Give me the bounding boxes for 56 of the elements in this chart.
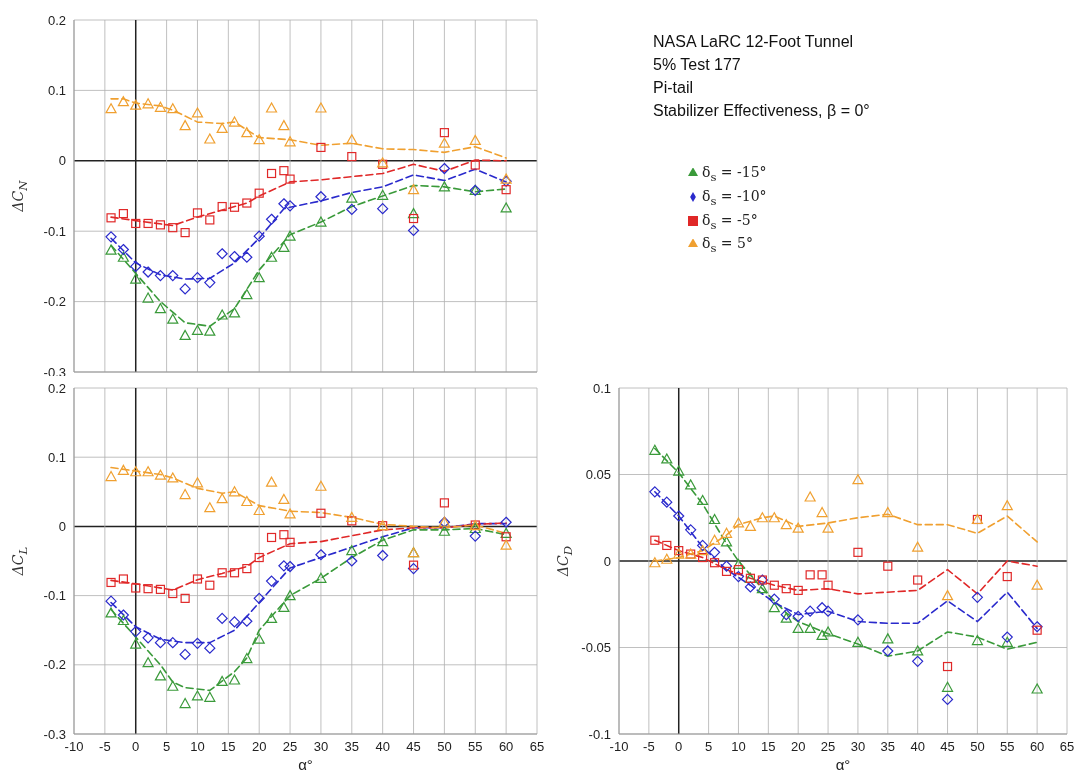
x-tick-label: 45	[940, 739, 955, 755]
x-tick-label: 15	[761, 739, 776, 755]
text: NASA LaRC 12-Foot Tunnel 5% Test 177 Pi-tail Stabilizer Effectiveness, β = 0°	[653, 32, 870, 121]
x-tick-label: 25	[282, 739, 298, 755]
y-tick-label: 0.05	[585, 467, 611, 483]
y-tick-label: -0.3	[43, 726, 66, 742]
x-axis-title: α°	[834, 756, 852, 773]
y-tick-label: 0	[58, 153, 66, 169]
x-tick-label: 30	[313, 739, 329, 755]
x-tick-label: 20	[251, 739, 267, 755]
x-tick-label: 15	[221, 739, 236, 755]
x-tick-label: 60	[1029, 739, 1045, 755]
x-tick-label: 45	[406, 739, 421, 755]
y-tick-label: -0.2	[43, 657, 66, 673]
legend-label: δ$_{s}$ = -5°	[702, 211, 758, 232]
x-tick-label: 0	[675, 739, 683, 755]
y-tick-label: 0.2	[47, 380, 66, 396]
y-tick-label: 0.1	[47, 449, 66, 465]
x-tick-label: 50	[437, 739, 452, 755]
y-tick-label: 0	[603, 553, 611, 569]
y-tick-label: -0.05	[581, 640, 611, 656]
x-tick-label: 65	[1059, 739, 1075, 755]
y-tick-label: -0.3	[43, 364, 66, 380]
x-tick-label: 40	[910, 739, 925, 755]
x-tick-label: -5	[643, 739, 655, 755]
y-tick-label: -0.1	[43, 588, 66, 604]
y-tick-label: 0.2	[47, 12, 66, 28]
x-tick-label: 0	[132, 739, 140, 755]
x-tick-label: 20	[790, 739, 806, 755]
legend-label: δ$_{s}$ = -10°	[702, 187, 767, 208]
y-tick-label: 0.1	[47, 83, 66, 99]
y-tick-label: -0.2	[43, 294, 66, 310]
x-tick-label: 5	[704, 739, 713, 755]
x-tick-label: 35	[344, 739, 360, 755]
x-tick-label: 65	[529, 739, 545, 755]
y-tick-label: 0	[58, 519, 66, 535]
y-tick-label: 0.1	[592, 380, 611, 396]
x-tick-label: 40	[375, 739, 390, 755]
x-tick-label: 10	[731, 739, 746, 755]
x-tick-label: 60	[498, 739, 514, 755]
x-tick-label: 55	[468, 739, 483, 755]
y-tick-label: -0.1	[43, 223, 66, 239]
x-tick-label: -10	[609, 739, 629, 755]
x-axis-title: α°	[297, 756, 314, 773]
x-tick-label: -5	[99, 739, 111, 755]
x-tick-label: 10	[190, 739, 205, 755]
legend-label: δ$_{s}$ = -15°	[702, 164, 767, 184]
legend-label: δ$_{s}$ = 5°	[702, 235, 753, 256]
y-tick-label: -0.1	[588, 726, 611, 742]
x-tick-label: 55	[1000, 739, 1015, 755]
x-tick-label: 30	[850, 739, 866, 755]
x-tick-label: 50	[970, 739, 985, 755]
x-tick-label: 5	[162, 739, 171, 755]
x-tick-label: 35	[880, 739, 896, 755]
x-tick-label: -10	[64, 739, 84, 755]
x-tick-label: 25	[820, 739, 836, 755]
